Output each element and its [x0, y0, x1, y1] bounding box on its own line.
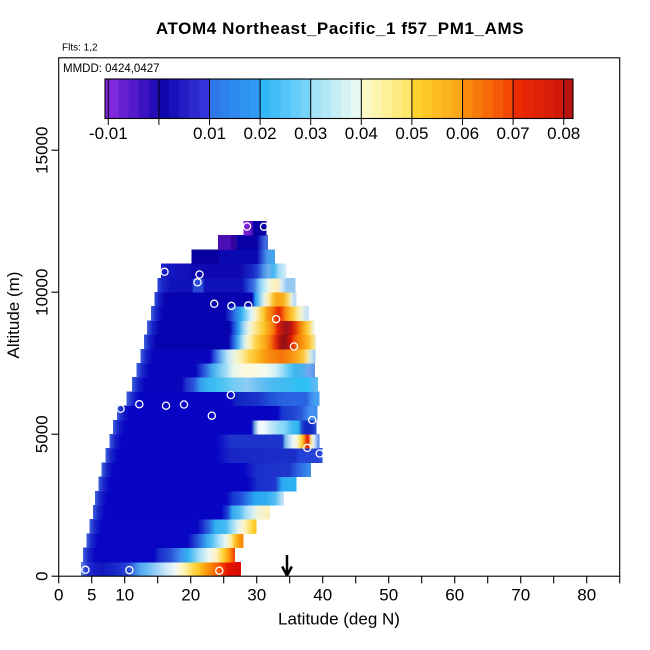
svg-text:0.02: 0.02: [244, 124, 277, 143]
svg-text:80: 80: [577, 586, 596, 605]
svg-text:Latitude (deg N): Latitude (deg N): [278, 610, 400, 629]
svg-text:0: 0: [33, 571, 52, 580]
svg-text:0: 0: [54, 586, 63, 605]
svg-text:Altitude (m): Altitude (m): [4, 272, 23, 359]
svg-text:0.04: 0.04: [345, 124, 378, 143]
svg-text:0.03: 0.03: [294, 124, 327, 143]
svg-text:0.07: 0.07: [497, 124, 530, 143]
svg-text:70: 70: [511, 586, 530, 605]
svg-text:40: 40: [313, 586, 332, 605]
svg-text:-0.01: -0.01: [89, 124, 128, 143]
svg-text:20: 20: [181, 586, 200, 605]
svg-text:MMDD: 0424,0427: MMDD: 0424,0427: [63, 63, 160, 75]
svg-text:0.05: 0.05: [395, 124, 428, 143]
svg-text:10: 10: [115, 586, 134, 605]
svg-text:50: 50: [379, 586, 398, 605]
svg-text:30: 30: [247, 586, 266, 605]
svg-text:10000: 10000: [33, 269, 52, 316]
svg-text:ATOM4 Northeast_Pacific_1 f57_: ATOM4 Northeast_Pacific_1 f57_PM1_AMS: [156, 19, 524, 38]
svg-text:5: 5: [87, 586, 96, 605]
svg-text:0.01: 0.01: [193, 124, 226, 143]
svg-text:5000: 5000: [33, 415, 52, 453]
svg-text:0.06: 0.06: [446, 124, 479, 143]
svg-text:60: 60: [445, 586, 464, 605]
svg-text:Flts: 1,2: Flts: 1,2: [62, 43, 98, 54]
svg-text:15000: 15000: [33, 127, 52, 174]
svg-text:0.08: 0.08: [547, 124, 580, 143]
